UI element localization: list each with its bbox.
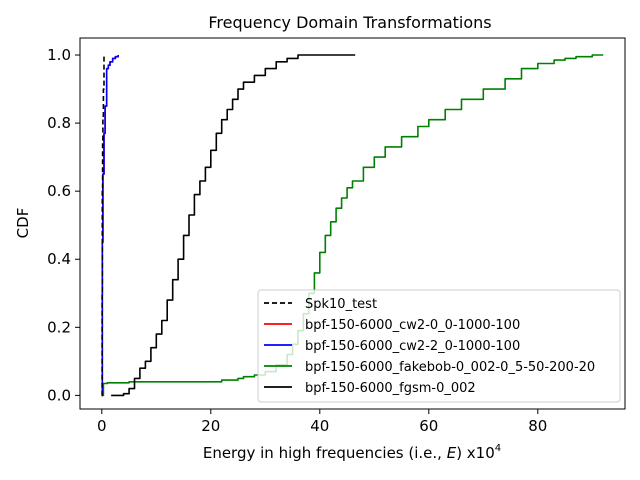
- y-tick-label: 0.4: [47, 250, 71, 268]
- legend-label: bpf-150-6000_cw2-2_0-1000-100: [305, 339, 520, 354]
- x-axis-label-var: E: [447, 444, 457, 462]
- plot-lines: [101, 54, 604, 397]
- y-axis-label: CDF: [14, 208, 32, 239]
- x-tick-label: 60: [419, 417, 438, 435]
- x-axis: 0 20 40 60 80: [97, 409, 547, 435]
- plot-frame: [79, 37, 626, 410]
- legend-box: [257, 289, 621, 403]
- x-tick-label: 0: [97, 417, 107, 435]
- chart-title: Frequency Domain Transformations: [208, 13, 491, 32]
- y-tick-label: 1.0: [47, 46, 71, 64]
- series-line-3: [101, 54, 604, 397]
- legend-label: Spk10_test: [305, 297, 377, 312]
- x-axis-label: Energy in high frequencies (i.e., E) x10…: [203, 443, 501, 462]
- x-axis-label-sup: 4: [495, 443, 501, 454]
- legend-label: bpf-150-6000_fakebob-0_002-0_5-50-200-20: [305, 360, 595, 375]
- x-tick-label: 80: [528, 417, 547, 435]
- series-line-4: [111, 54, 356, 397]
- y-tick-label: 0.2: [47, 318, 71, 336]
- y-tick-label: 0.6: [47, 182, 71, 200]
- x-tick-label: 40: [310, 417, 329, 435]
- x-axis-label-prefix: Energy in high frequencies (i.e.,: [203, 444, 447, 462]
- y-axis: 0.0 0.2 0.4 0.6 0.8 1.0: [47, 46, 80, 404]
- legend: Spk10_test bpf-150-6000_cw2-0_0-1000-100b…: [257, 289, 621, 403]
- y-tick-label: 0.8: [47, 114, 71, 132]
- y-tick-label: 0.0: [47, 386, 71, 404]
- x-tick-label: 20: [201, 417, 220, 435]
- series-line-0: [101, 55, 105, 397]
- legend-label: bpf-150-6000_cw2-0_0-1000-100: [305, 318, 520, 333]
- legend-label: bpf-150-6000_fgsm-0_002: [305, 381, 476, 396]
- x-axis-label-suffix: ) x10: [456, 444, 495, 462]
